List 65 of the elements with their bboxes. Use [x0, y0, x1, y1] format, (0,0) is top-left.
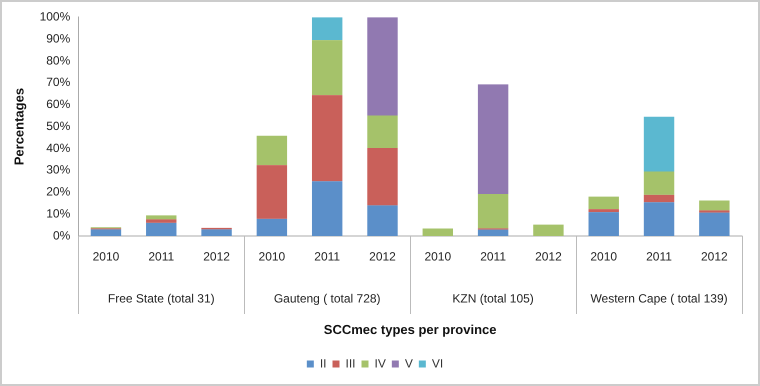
- y-tick-label: 90%: [46, 31, 71, 46]
- x-tick-label: 2011: [480, 250, 506, 264]
- y-tick-label: 50%: [46, 118, 71, 133]
- y-tick-label: 20%: [46, 184, 71, 199]
- y-tick-label: 60%: [46, 97, 71, 112]
- bar: [146, 215, 176, 220]
- x-tick-label: 2012: [535, 250, 562, 264]
- legend-label: III: [345, 356, 356, 370]
- bar: [367, 205, 398, 236]
- bar: [256, 165, 288, 219]
- bar: [533, 224, 564, 236]
- bar: [367, 148, 398, 206]
- x-tick-label: 2012: [700, 250, 728, 264]
- bar: [312, 95, 342, 182]
- bar: [644, 194, 674, 202]
- bar: [644, 171, 674, 195]
- bar: [588, 212, 619, 236]
- text: KZN (total 105): [452, 291, 534, 306]
- x-tick-label: 2010: [590, 250, 618, 264]
- y-tick-label: 10%: [46, 206, 71, 220]
- bar: [90, 229, 122, 236]
- bar: [146, 222, 176, 236]
- bar: [478, 194, 508, 228]
- y-tick-label: 30%: [46, 162, 71, 177]
- bar: [588, 209, 619, 212]
- bar: [312, 17, 342, 40]
- x-tick-label: 2010: [92, 250, 120, 264]
- bar: [146, 219, 176, 223]
- x-tick-label: 2011: [148, 250, 174, 264]
- y-tick-label: 100%: [40, 10, 71, 24]
- bar: [256, 136, 288, 166]
- text: Free State (total 31): [108, 291, 215, 306]
- bar: [367, 17, 398, 116]
- x-tick-label: 2012: [203, 250, 230, 264]
- x-axis-title: SCCmec types per province: [324, 322, 496, 337]
- x-tick-label: 2010: [424, 250, 452, 264]
- legend-label: V: [404, 356, 413, 370]
- bar: [256, 218, 288, 236]
- bar: [201, 229, 232, 236]
- legend-label: VI: [432, 356, 444, 370]
- bar: [478, 84, 508, 194]
- x-tick-label: 2011: [646, 250, 672, 264]
- bar: [644, 202, 674, 236]
- bar: [588, 196, 619, 210]
- y-axis-title: Percentages: [11, 88, 26, 166]
- text: Gauteng ( total 728): [274, 291, 381, 306]
- x-tick-label: 2011: [314, 250, 340, 264]
- y-tick-label: 40%: [46, 140, 71, 155]
- bar: [312, 40, 342, 96]
- y-tick-label: 70%: [46, 75, 71, 90]
- bar: [699, 212, 730, 236]
- bar: [644, 116, 674, 172]
- bar: [422, 228, 454, 236]
- x-tick-label: 2012: [369, 250, 396, 264]
- text: Western Cape ( total 139): [590, 291, 728, 306]
- x-tick-label: 2010: [258, 250, 286, 264]
- y-tick-label: 80%: [46, 53, 71, 68]
- bar: [312, 181, 342, 236]
- bar: [478, 230, 508, 236]
- legend-label: II: [320, 356, 326, 370]
- bar: [699, 200, 730, 210]
- bar: [367, 115, 398, 148]
- bar: [699, 210, 730, 213]
- legend-label: IV: [374, 356, 386, 370]
- y-tick-label: 0%: [52, 228, 71, 242]
